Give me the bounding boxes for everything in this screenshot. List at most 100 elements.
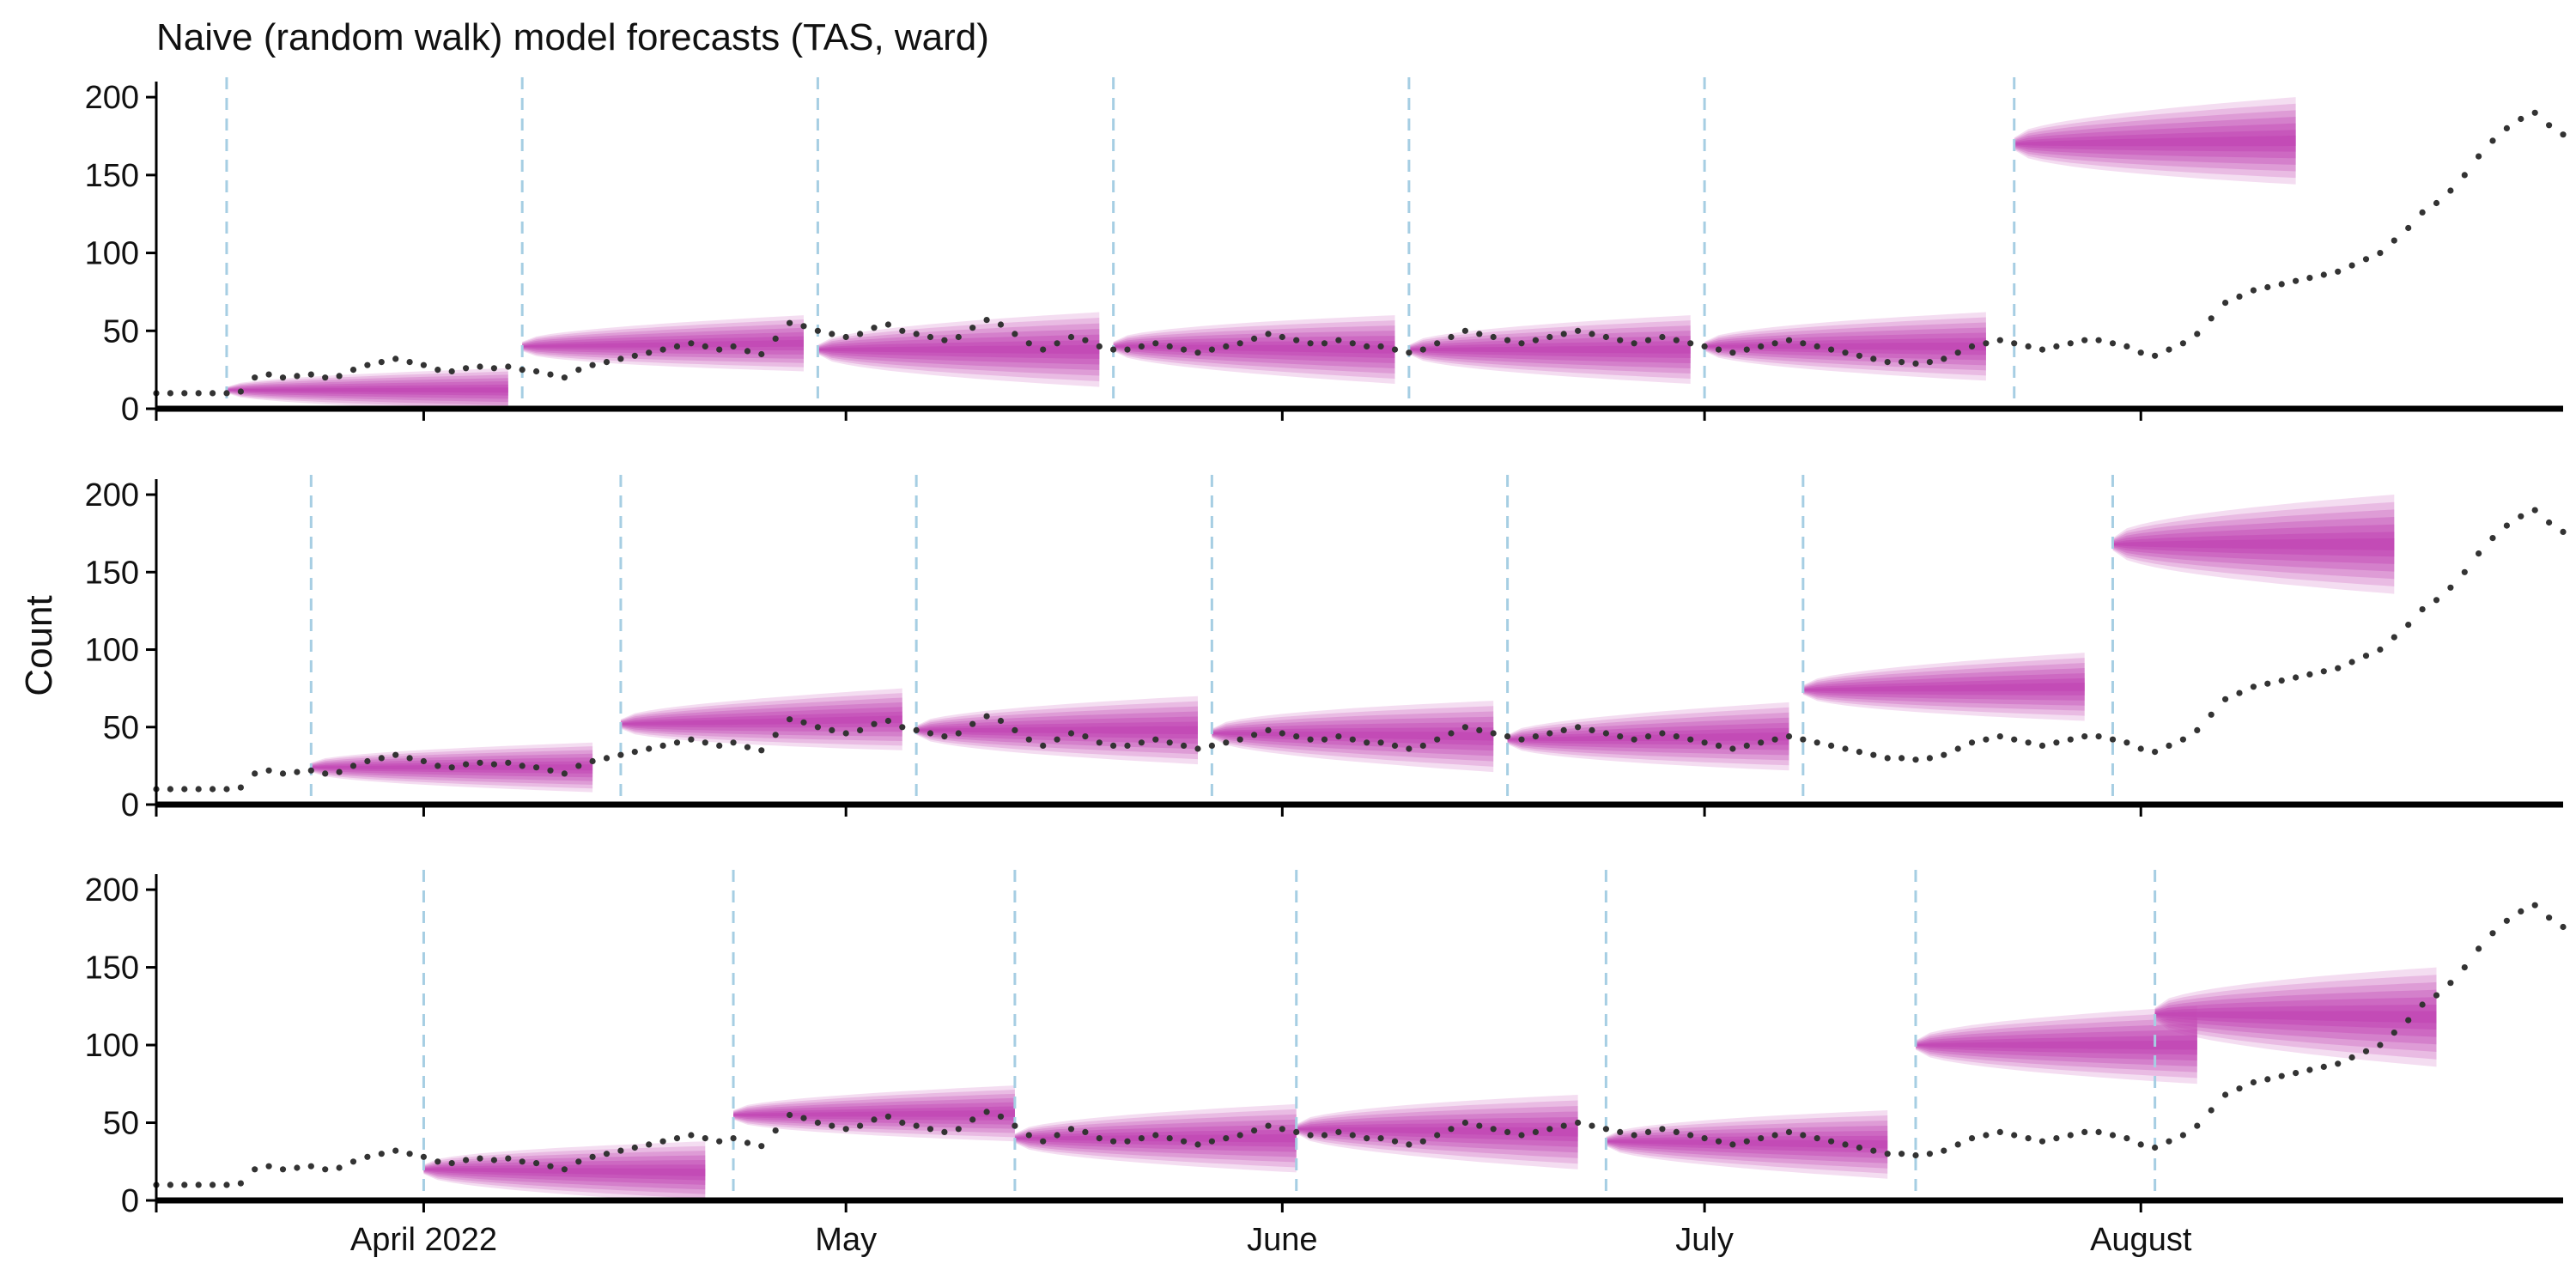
observed-point: [1996, 337, 2003, 343]
observed-point: [2166, 1138, 2172, 1145]
observed-point: [744, 1139, 751, 1146]
observed-point: [1461, 1119, 1468, 1127]
observed-point: [1589, 331, 1595, 337]
observed-point: [1729, 349, 1736, 356]
observed-point: [758, 747, 765, 754]
observed-point: [772, 732, 779, 738]
observed-point: [955, 333, 962, 341]
forecast-fan: [817, 312, 1100, 387]
observed-point: [1602, 730, 1609, 737]
observed-point: [392, 355, 399, 362]
observed-point: [2067, 1132, 2074, 1139]
observed-point: [2531, 902, 2538, 908]
observed-point: [1856, 749, 1862, 756]
observed-point: [1490, 333, 1497, 341]
chart-title: Naive (random walk) model forecasts (TAS…: [156, 16, 989, 58]
observed-point: [800, 323, 807, 330]
observed-point: [2025, 1135, 2032, 1142]
observed-point: [2447, 187, 2454, 194]
observed-point: [829, 1122, 835, 1129]
observed-point: [252, 374, 258, 381]
observed-point: [2152, 352, 2159, 359]
observed-point: [2293, 674, 2300, 681]
observed-point: [378, 755, 385, 762]
observed-point: [378, 1151, 385, 1157]
observed-point: [490, 365, 498, 372]
observed-point: [1067, 333, 1075, 341]
observed-point: [702, 1135, 708, 1142]
observed-point: [2264, 283, 2271, 291]
observed-point: [547, 371, 554, 378]
observed-point: [2489, 137, 2496, 144]
observed-point: [2278, 677, 2285, 684]
observed-point: [871, 720, 878, 727]
observed-point: [2095, 337, 2102, 343]
observed-point: [1870, 355, 1877, 362]
observed-point: [392, 1147, 399, 1154]
observed-point: [1546, 730, 1553, 737]
observed-point: [1236, 1132, 1243, 1139]
observed-point: [237, 388, 244, 395]
observed-point: [1743, 346, 1750, 353]
observed-point: [673, 1135, 681, 1142]
observed-point: [477, 363, 483, 370]
observed-point: [857, 1122, 864, 1129]
observed-point: [1321, 340, 1328, 347]
observed-point: [1617, 1128, 1624, 1135]
observed-point: [349, 762, 357, 769]
observed-point: [1321, 736, 1328, 743]
observed-point: [997, 1113, 1005, 1120]
observed-point: [2166, 346, 2172, 353]
observed-point: [2166, 742, 2172, 750]
observed-point: [787, 1111, 793, 1119]
observed-point: [223, 1182, 230, 1188]
observed-point: [1138, 343, 1145, 349]
observed-point: [1617, 733, 1624, 740]
observed-point: [603, 359, 611, 366]
observed-point: [1223, 739, 1230, 746]
observed-point: [1251, 732, 1258, 738]
observed-point: [1419, 742, 1426, 750]
observed-point: [434, 762, 441, 769]
forecast-band: [2112, 538, 2395, 550]
y-tick-label: 200: [85, 80, 139, 116]
observed-point: [1461, 724, 1468, 731]
observed-point: [2038, 742, 2046, 750]
observed-point: [1279, 1126, 1285, 1133]
forecast-fan: [1802, 653, 2085, 721]
observed-point: [730, 1135, 737, 1142]
observed-point: [1856, 1144, 1862, 1151]
observed-point: [800, 1115, 807, 1121]
observed-point: [758, 350, 765, 358]
observed-point: [1082, 1128, 1089, 1135]
observed-point: [983, 317, 990, 324]
observed-point: [2476, 945, 2482, 952]
observed-point: [237, 784, 244, 791]
observed-point: [969, 325, 976, 331]
observed-point: [420, 1153, 427, 1160]
observed-point: [406, 755, 413, 762]
forecast-band: [2014, 135, 2296, 147]
observed-point: [1391, 742, 1399, 750]
observed-point: [1617, 337, 1624, 343]
observed-point: [1349, 1132, 1356, 1139]
observed-point: [1758, 343, 1765, 349]
observed-point: [1364, 739, 1370, 746]
observed-point: [1166, 739, 1173, 746]
observed-point: [307, 767, 314, 774]
observed-point: [1785, 733, 1793, 740]
observed-point: [1870, 1147, 1877, 1154]
observed-point: [1785, 1128, 1793, 1135]
observed-point: [223, 390, 230, 397]
observed-point: [1181, 1138, 1188, 1145]
observed-point: [1842, 1141, 1849, 1148]
observed-point: [1518, 340, 1525, 347]
forecast-fan: [1113, 315, 1395, 384]
observed-point: [575, 1158, 582, 1165]
observed-point: [2335, 268, 2342, 275]
observed-point: [899, 1119, 906, 1127]
observed-point: [927, 1126, 934, 1133]
observed-point: [1025, 340, 1032, 347]
observed-point: [2433, 992, 2440, 999]
observed-point: [1715, 742, 1722, 750]
